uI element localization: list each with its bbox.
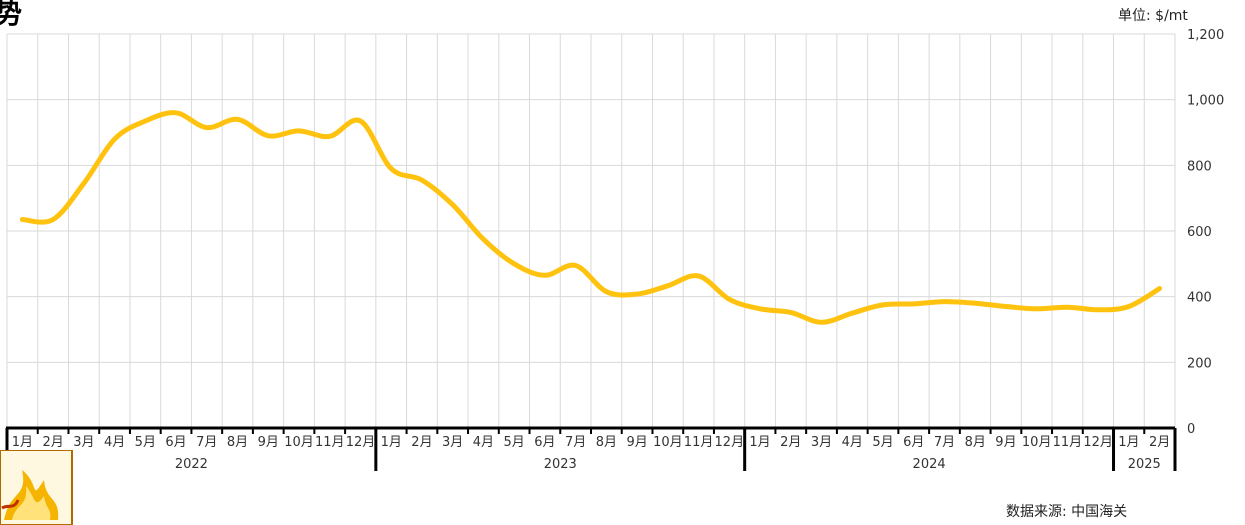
x-tick-label: 6月 — [903, 435, 924, 450]
x-tick-label: 9月 — [258, 435, 279, 450]
y-tick-label: 600 — [1187, 225, 1212, 240]
x-tick-label: 3月 — [811, 435, 832, 450]
x-tick-label: 4月 — [842, 435, 863, 450]
data-point — [1126, 304, 1131, 309]
x-tick-label: 10月 — [653, 435, 683, 450]
year-label: 2024 — [913, 457, 946, 472]
x-tick-label: 4月 — [473, 435, 494, 450]
x-tick-label: 11月 — [1053, 435, 1083, 450]
chart-title: 势 — [0, 0, 23, 30]
data-point — [758, 306, 763, 311]
data-point — [696, 274, 701, 279]
y-tick-label: 800 — [1187, 159, 1212, 174]
data-point — [81, 181, 86, 186]
x-tick-label: 9月 — [995, 435, 1016, 450]
x-tick-label: 12月 — [1083, 435, 1113, 450]
x-tick-label: 8月 — [596, 435, 617, 450]
x-tick-label: 2月 — [1149, 435, 1170, 450]
data-point — [204, 125, 209, 130]
x-tick-label: 2月 — [42, 435, 63, 450]
series-line — [19, 110, 1163, 325]
data-point — [512, 261, 517, 266]
data-point — [358, 119, 363, 124]
x-tick-label: 1月 — [381, 435, 402, 450]
data-point — [1065, 305, 1070, 310]
x-tick-label: 5月 — [504, 435, 525, 450]
x-tick-label: 11月 — [684, 435, 714, 450]
data-point — [665, 283, 670, 288]
data-point — [297, 128, 302, 133]
x-tick-label: 8月 — [965, 435, 986, 450]
y-tick-label: 1,000 — [1187, 94, 1224, 109]
x-tick-label: 6月 — [534, 435, 555, 450]
data-point — [542, 273, 547, 278]
data-point — [881, 302, 886, 307]
year-label: 2022 — [175, 457, 208, 472]
x-tick-label: 11月 — [315, 435, 345, 450]
x-tick-label: 3月 — [73, 435, 94, 450]
data-point — [911, 301, 916, 306]
y-tick-label: 400 — [1187, 291, 1212, 306]
x-tick-label: 5月 — [135, 435, 156, 450]
data-point — [419, 178, 424, 183]
x-tick-label: 3月 — [442, 435, 463, 450]
data-point — [942, 299, 947, 304]
x-tick-label: 2月 — [780, 435, 801, 450]
x-tick-label: 7月 — [196, 435, 217, 450]
data-point — [450, 202, 455, 207]
x-tick-label: 1月 — [749, 435, 770, 450]
x-tick-label: 12月 — [715, 435, 745, 450]
x-axis: 1月 2月 3月 4月 5月 6月 7月 8月 9月 10月 11月 12月 1月 2月 3月 4月 5月 6月 7… — [5, 426, 1177, 472]
x-tick-label: 12月 — [346, 435, 376, 450]
grid-lines — [6, 33, 1176, 429]
data-point — [266, 133, 271, 138]
data-source-label: 数据来源: 中国海关 — [1006, 504, 1128, 520]
x-tick-label: 9月 — [626, 435, 647, 450]
data-point — [635, 292, 640, 297]
x-tick-label: 4月 — [104, 435, 125, 450]
x-tick-label: 1月 — [12, 435, 33, 450]
flame-logo — [0, 450, 73, 525]
data-point — [389, 166, 394, 171]
data-point — [1096, 307, 1101, 312]
x-tick-label: 7月 — [934, 435, 955, 450]
y-tick-label: 1,200 — [1187, 28, 1224, 43]
data-point — [973, 301, 978, 306]
data-point — [1157, 286, 1162, 291]
data-point — [112, 137, 117, 142]
unit-label: 单位: $/mt — [1118, 8, 1188, 24]
x-tick-label: 6月 — [165, 435, 186, 450]
data-point — [327, 134, 332, 139]
x-tick-label: 5月 — [872, 435, 893, 450]
data-point — [143, 119, 148, 124]
data-point — [20, 217, 25, 222]
x-tick-label: 1月 — [1118, 435, 1139, 450]
data-point — [1003, 304, 1008, 309]
y-axis: 0 200 400 600 800 1,000 1,200 — [1187, 28, 1224, 437]
data-point — [604, 289, 609, 294]
year-label: 2023 — [544, 457, 577, 472]
data-point — [1034, 306, 1039, 311]
data-point — [573, 263, 578, 268]
series-layer — [19, 110, 1163, 325]
data-point — [481, 237, 486, 242]
data-point — [819, 320, 824, 325]
data-point — [788, 310, 793, 315]
x-tick-label: 10月 — [1022, 435, 1052, 450]
y-tick-label: 0 — [1187, 422, 1195, 437]
data-point — [51, 217, 56, 222]
y-tick-label: 200 — [1187, 356, 1212, 371]
year-label: 2025 — [1128, 457, 1161, 472]
x-tick-label: 2月 — [411, 435, 432, 450]
data-point — [850, 311, 855, 316]
x-tick-label: 8月 — [227, 435, 248, 450]
x-tick-label: 10月 — [284, 435, 314, 450]
x-tick-label: 7月 — [565, 435, 586, 450]
data-point — [174, 110, 179, 115]
data-point — [727, 297, 732, 302]
data-point — [235, 117, 240, 122]
